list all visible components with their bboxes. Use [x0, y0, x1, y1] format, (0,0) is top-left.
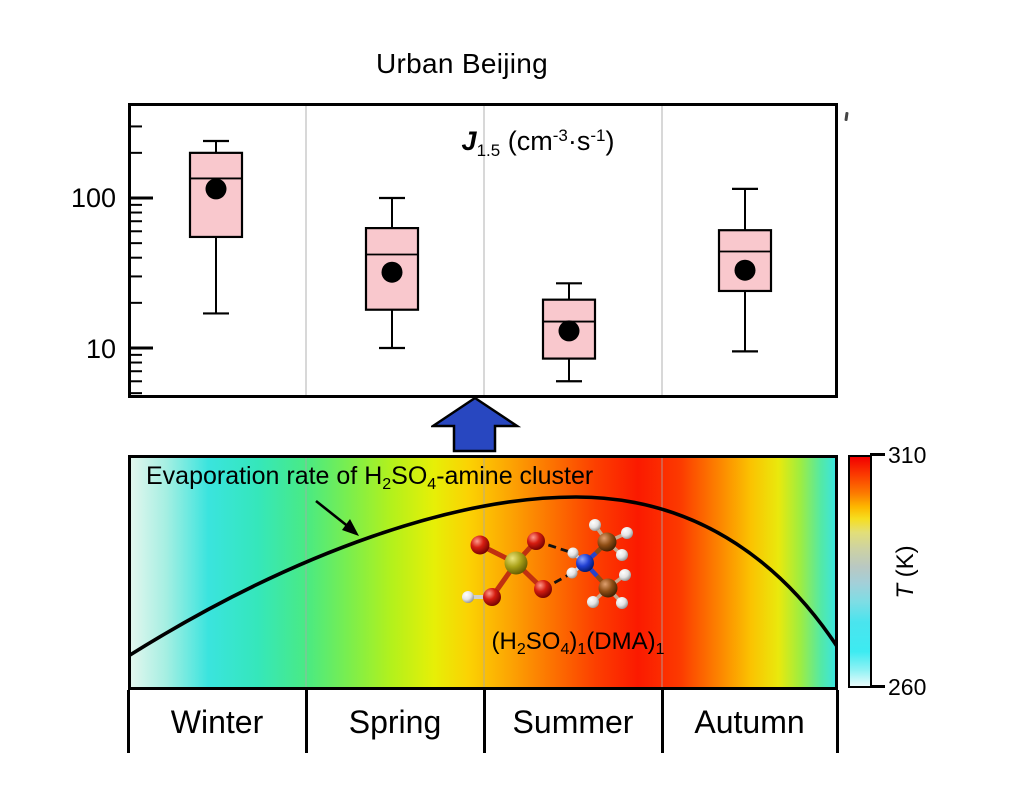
season-label-winter: Winter [170, 704, 264, 740]
hydrogen-atom [616, 597, 628, 609]
oxygen-atom [483, 588, 501, 606]
nitrogen-atom [576, 554, 594, 572]
chart-title: Urban Beijing [376, 48, 548, 79]
hydrogen-atom [621, 527, 633, 539]
season-divider [836, 690, 839, 753]
boxplot-panel [128, 103, 838, 398]
oxygen-atom [527, 532, 545, 550]
hydrogen-atom [566, 567, 578, 579]
sulfur-atom [504, 551, 528, 575]
hydrogen-atom [619, 569, 631, 581]
hydrogen-atom [462, 591, 474, 603]
up-arrow [431, 396, 521, 453]
y-axis-tick-label-10: 10 [85, 334, 116, 364]
temperature-band-overlay [129, 458, 838, 687]
temperature-gradient [131, 458, 835, 687]
colorbar-max-label: 310 [888, 442, 927, 468]
season-label-autumn: Autumn [694, 704, 805, 740]
temperature-band-panel [128, 455, 838, 690]
colorbar-bottom-tick [870, 685, 885, 688]
value-axis-label: J1.5 (cm-3·s-1) [461, 126, 615, 160]
y-axis-tick-label-100: 100 [70, 183, 116, 213]
season-label-spring: Spring [348, 704, 442, 740]
oxygen-atom [534, 580, 552, 598]
evaporation-rate-curve [129, 495, 838, 657]
temperature-colorbar [848, 455, 872, 688]
annotation-arrow [315, 499, 359, 536]
season-divider [305, 690, 308, 753]
colorbar-axis-label: T (K) [892, 545, 919, 599]
hydrogen-atom [589, 519, 601, 531]
j-symbol: J [461, 126, 477, 156]
oxygen-atom [470, 535, 490, 555]
molecule-label: (H2SO4)1(DMA)1 [491, 628, 665, 658]
colorbar-min-label: 260 [888, 674, 927, 700]
evaporation-annotation: Evaporation rate of H2SO4-amine cluster [146, 462, 594, 493]
colorbar-top-tick [870, 453, 885, 456]
carbon-atom [598, 578, 618, 598]
molecule-illustration [462, 519, 633, 609]
hydrogen-atom [616, 549, 628, 561]
up-arrow-shape [431, 396, 521, 453]
season-divider [127, 690, 130, 753]
season-label-summer: Summer [512, 704, 634, 740]
season-divider [661, 690, 664, 753]
carbon-atom [597, 532, 617, 552]
season-divider [483, 690, 486, 753]
stray-tick-mark [844, 111, 849, 122]
hydrogen-atom [587, 596, 599, 608]
hydrogen-atom [567, 547, 579, 559]
